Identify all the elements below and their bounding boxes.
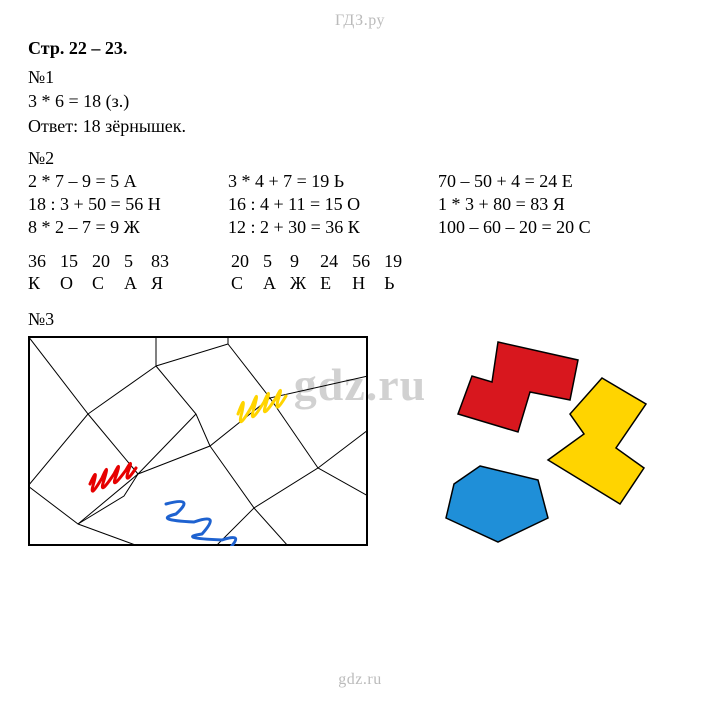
eq-cell: 18 : 3 + 50 = 56 Н [28,194,218,215]
table-row: 20 5 9 24 56 19 [231,250,416,273]
eq-cell: 8 * 2 – 7 = 9 Ж [28,217,218,238]
equation-grid: 2 * 7 – 9 = 5 А 3 * 4 + 7 = 19 Ь 70 – 50… [28,171,692,238]
problem-1-equation: 3 * 6 = 18 (з.) [28,89,692,113]
code-table-2: 20 5 9 24 56 19 С А Ж Е Н Ь [231,250,416,295]
code-letter: А [263,272,290,295]
footer: gdz.ru [338,671,381,689]
code-letter: А [124,272,151,295]
shapes-diagram [388,336,688,546]
code-num: 15 [60,250,92,273]
eq-cell: 12 : 2 + 30 = 36 К [228,217,428,238]
table-row: С А Ж Е Н Ь [231,272,416,295]
code-num: 20 [231,250,263,273]
code-num: 5 [124,250,151,273]
site-header: ГДЗ.ру [28,12,692,30]
code-num: 56 [352,250,384,273]
code-table-1: 36 15 20 5 83 К О С А Я [28,250,183,295]
code-letter: Ь [384,272,416,295]
table-row: 36 15 20 5 83 [28,250,183,273]
code-letter: Н [352,272,384,295]
problem-3: №3 [28,309,692,546]
problem-1-label: №1 [28,65,692,89]
problem-1-answer: Ответ: 18 зёрнышек. [28,114,692,138]
eq-cell: 16 : 4 + 11 = 15 О [228,194,428,215]
code-num: 9 [290,250,320,273]
puzzle-diagram [28,336,368,546]
code-letter: С [92,272,124,295]
code-letter: Я [151,272,183,295]
code-num: 20 [92,250,124,273]
problem-3-label: №3 [28,309,692,330]
eq-cell: 3 * 4 + 7 = 19 Ь [228,171,428,192]
problem-2: №2 2 * 7 – 9 = 5 А 3 * 4 + 7 = 19 Ь 70 –… [28,148,692,295]
figure-area [28,336,692,546]
code-num: 19 [384,250,416,273]
eq-cell: 100 – 60 – 20 = 20 С [438,217,658,238]
code-num: 5 [263,250,290,273]
eq-cell: 2 * 7 – 9 = 5 А [28,171,218,192]
problem-1: №1 3 * 6 = 18 (з.) Ответ: 18 зёрнышек. [28,65,692,138]
code-letter: Е [320,272,352,295]
code-num: 24 [320,250,352,273]
footer-text: gdz.ru [338,671,381,688]
eq-cell: 1 * 3 + 80 = 83 Я [438,194,658,215]
code-num: 83 [151,250,183,273]
code-letter: О [60,272,92,295]
eq-cell: 70 – 50 + 4 = 24 Е [438,171,658,192]
problem-2-label: №2 [28,148,692,169]
code-letter: К [28,272,60,295]
code-row: 36 15 20 5 83 К О С А Я 20 5 9 24 56 19 [28,250,692,295]
site-name: ГДЗ.ру [335,12,385,29]
code-num: 36 [28,250,60,273]
code-letter: С [231,272,263,295]
table-row: К О С А Я [28,272,183,295]
code-letter: Ж [290,272,320,295]
page-title: Стр. 22 – 23. [28,38,692,59]
